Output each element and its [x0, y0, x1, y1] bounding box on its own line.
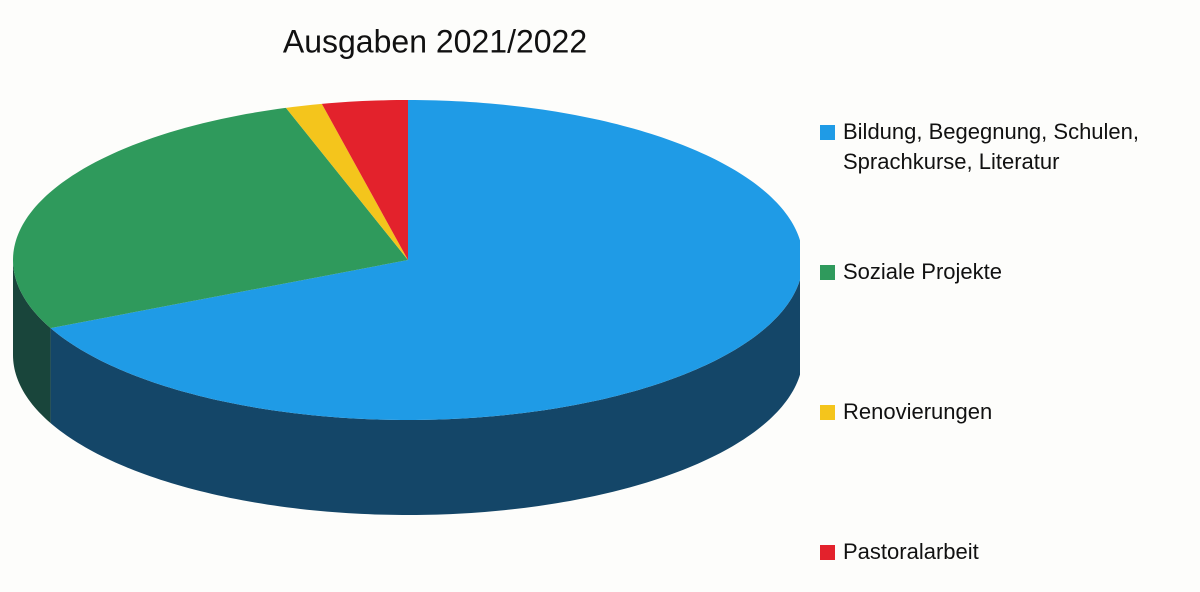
legend-item: Bildung, Begegnung, Schulen, Sprachkurse…	[820, 117, 1195, 177]
legend: Bildung, Begegnung, Schulen, Sprachkurse…	[820, 0, 1195, 592]
slice	[285, 103, 408, 260]
slice	[321, 100, 408, 260]
legend-label: Renovierungen	[843, 399, 993, 424]
legend-item: Soziale Projekte	[820, 257, 1002, 287]
legend-item: Renovierungen	[820, 397, 992, 427]
legend-swatch	[820, 545, 835, 560]
chart: Ausgaben 2021/2022	[13, 23, 800, 515]
legend-label: Soziale Projekte	[843, 259, 1002, 284]
legend-swatch	[820, 405, 835, 420]
legend-swatch	[820, 125, 835, 140]
slice	[50, 100, 800, 420]
chart-title: Ausgaben 2021/2022	[283, 23, 587, 59]
slice	[13, 107, 408, 329]
slice-side	[50, 279, 800, 515]
legend-swatch	[820, 265, 835, 280]
legend-item: Pastoralarbeit	[820, 537, 979, 567]
legend-label: Bildung, Begegnung, Schulen, Sprachkurse…	[843, 119, 1140, 174]
slice-side	[13, 260, 51, 424]
legend-label: Pastoralarbeit	[843, 539, 979, 564]
